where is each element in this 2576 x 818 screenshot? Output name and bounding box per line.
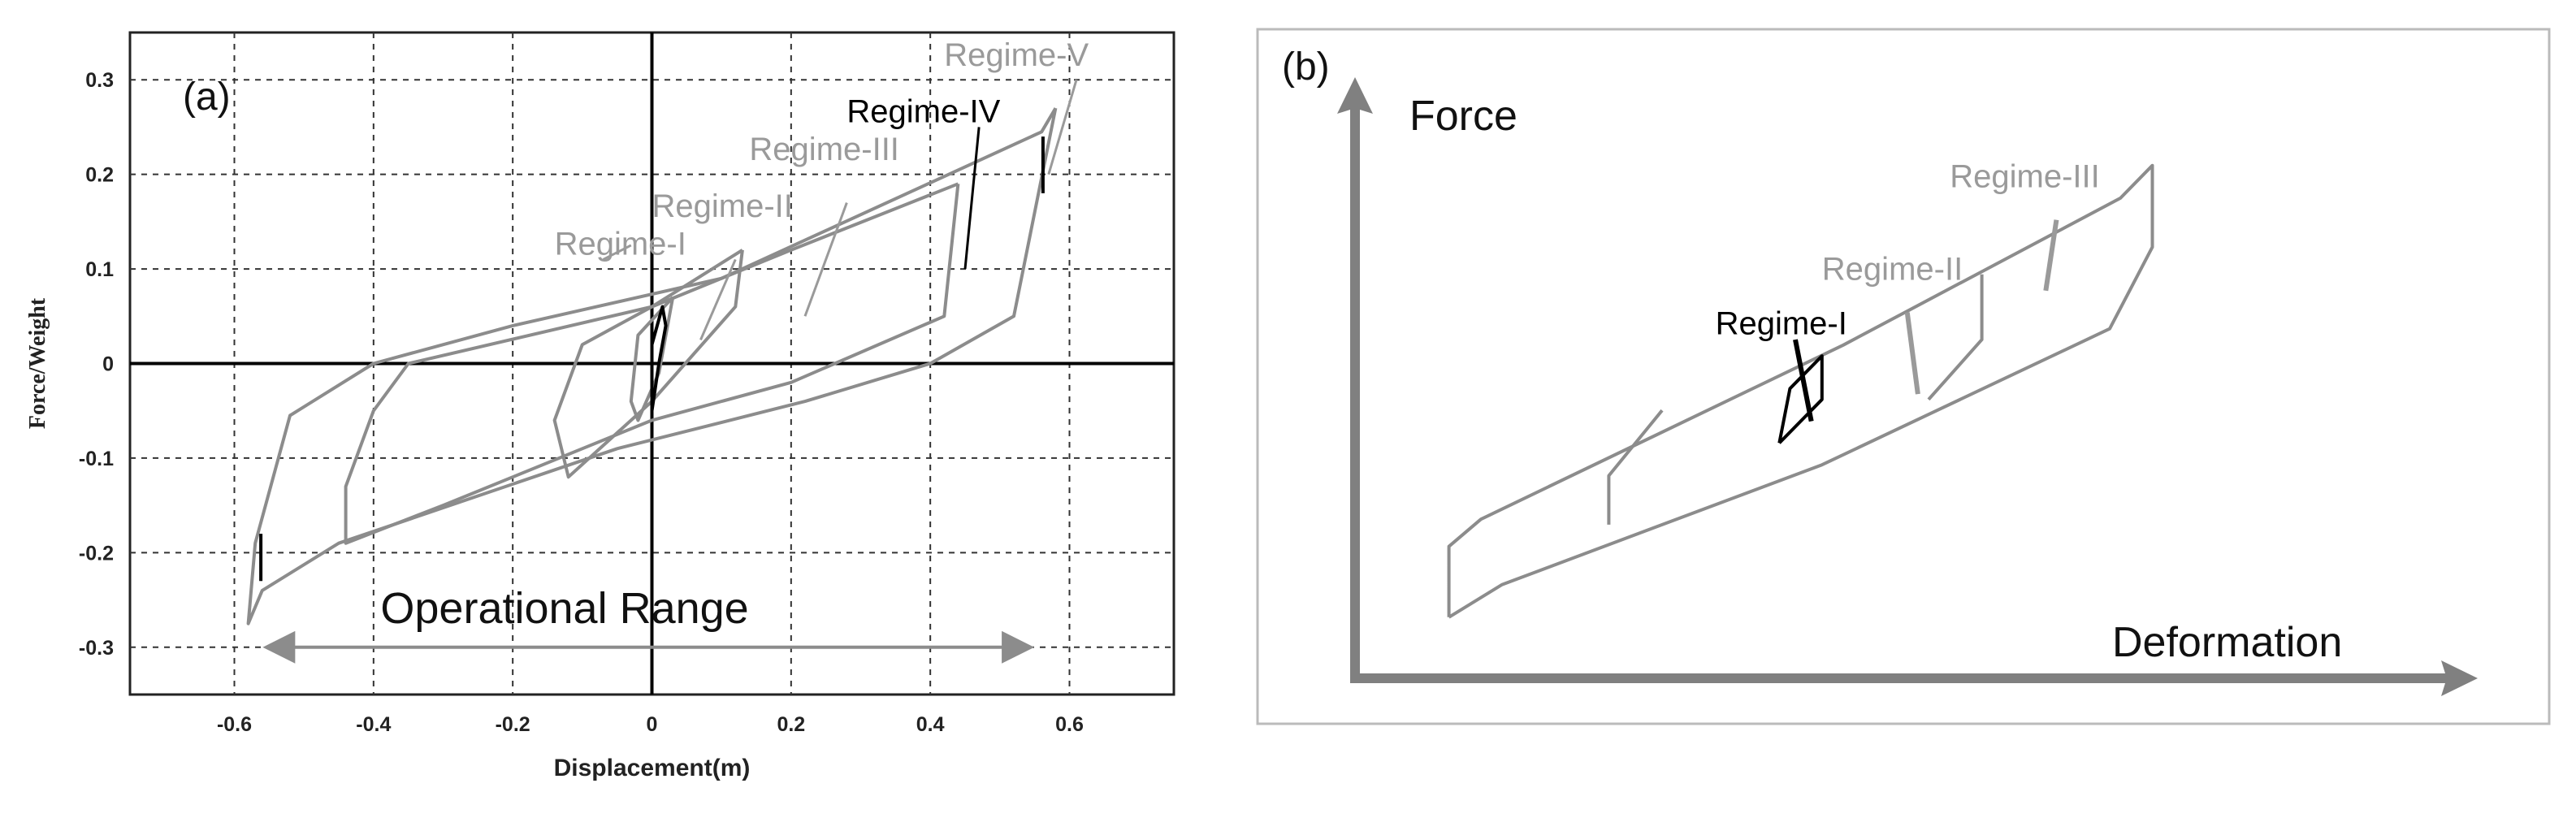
y-tick-label: -0.1 [79,448,114,470]
hysteresis-loop [650,305,668,411]
regime-annotation: Regime-IV [846,94,1000,130]
annotation-leader [803,202,848,317]
y-tick-label: -0.2 [79,542,114,565]
x-axis-title-b: Deformation [2112,619,2342,666]
annotation-leader [1047,79,1078,175]
x-tick-label: -0.6 [217,713,252,736]
x-tick-label: -0.2 [496,713,530,736]
deformation-axis-arrow [1350,660,2478,696]
regime-annotation: Regime-III [1950,159,2100,195]
hysteresis-loop [552,249,744,479]
force-axis-arrow [1337,77,1373,683]
x-tick-label: -0.4 [356,713,391,736]
regime-annotation: Regime-II [652,188,793,224]
y-tick-label: -0.3 [79,637,114,660]
idealized-loop [1447,163,2154,619]
annotations-b: Regime-III Regime-II Regime-I [1716,159,2100,422]
x-tick-label: 0.6 [1055,713,1084,736]
panel-label-a: (a) [183,76,231,119]
operational-range-label: Operational Range [380,584,748,633]
idealized-loop [1607,409,1664,525]
y-axis-title-b: Force [1409,93,1517,140]
x-tick-label: 0 [647,713,658,736]
annotation-leader [602,244,632,261]
panel-label-b: (b) [1282,45,1330,89]
regime-annotation: Regime-I [1716,305,1847,341]
y-axis-title-a: Force/Weight [25,297,50,429]
regime-annotation: Regime-II [1822,251,1963,287]
annotation-leader [963,127,981,270]
x-tick-label: 0.2 [777,713,805,736]
x-tick-label: 0.4 [916,713,945,736]
series-b [1447,163,2154,619]
y-tick-label: 0.1 [85,258,114,281]
regime-annotation: Regime-V [944,37,1089,73]
annotation-leader [1793,339,1814,422]
panel-frame-b [1256,28,2551,725]
y-tick-label: 0.2 [85,164,114,187]
hysteresis-loop [344,182,960,545]
idealized-loop [1927,274,1984,401]
hysteresis-loop [629,296,675,422]
series-a [246,107,1058,625]
chart-a: -0.6 -0.4 -0.2 0 0.2 0.4 0.6 0.3 0.2 0.1 0 -0.1 -0.2… [25,31,1175,781]
regime-annotation: Regime-I [555,227,686,262]
regime-annotation: Regime-III [749,132,899,167]
y-tick-label: 0.3 [85,69,114,92]
annotation-leader [1904,312,1920,395]
hysteresis-loop [246,107,1058,625]
annotation-leader [699,258,737,340]
annotation-leader [2043,219,2059,292]
chart-b: Regime-III Regime-II Regime-I (b) Force De… [1256,28,2551,725]
x-axis-title-a: Displacement(m) [554,755,751,781]
tick-labels-a: -0.6 -0.4 -0.2 0 0.2 0.4 0.6 0.3 0.2 0.1 0 -0.1 -0.2… [79,69,1084,736]
y-tick-label: 0 [102,353,114,376]
